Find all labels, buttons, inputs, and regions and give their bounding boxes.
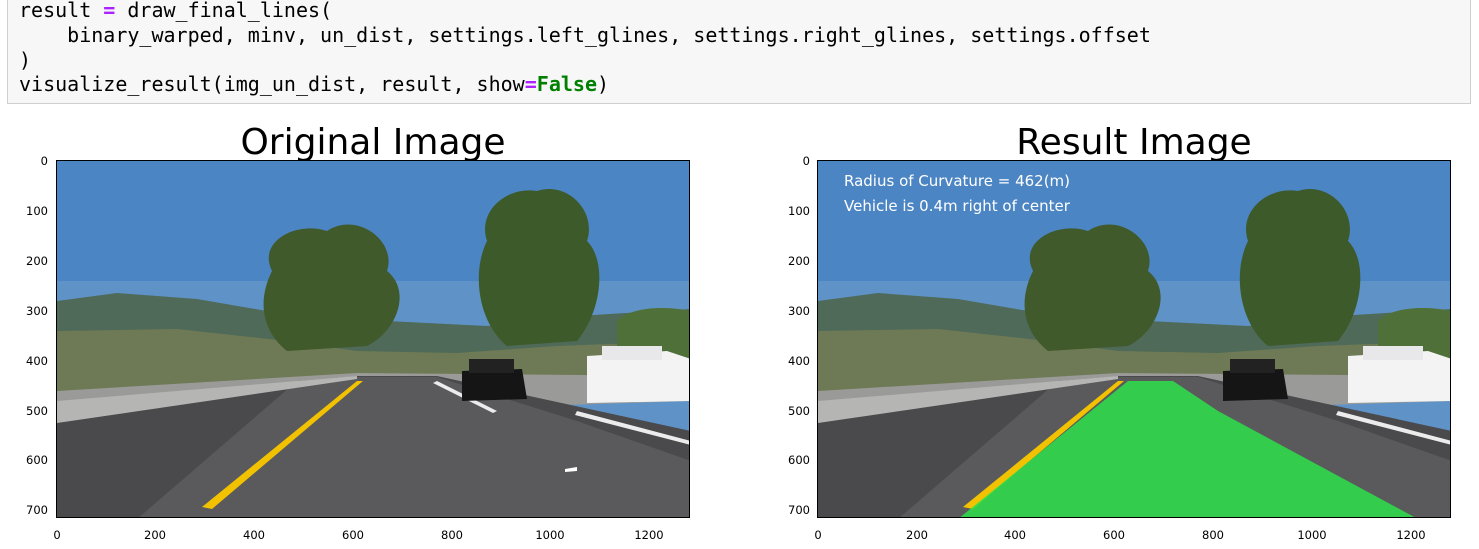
x-tick-label: 1000 [1297,528,1327,542]
result-image-title: Result Image [1016,122,1252,163]
code-line-3: ) [19,47,32,72]
y-tick-label: 200 [26,253,48,268]
code-line-4: visualize_result(img_un_dist, result, sh… [19,72,610,97]
original-image-figure: Original Image 0 100 200 300 400 500 [0,110,700,549]
code-line-2: binary_warped, minv, un_dist, settings.l… [19,22,1151,47]
x-tick-label: 400 [243,528,265,542]
code-cell[interactable]: result = draw_final_lines( binary_warped… [7,0,1471,104]
x-tick-label: 400 [1004,528,1026,542]
y-tick-label: 500 [26,403,48,418]
original-image-title: Original Image [240,122,506,163]
result-image-axes: Radius of Curvature = 462(m) Vehicle is … [817,160,1451,518]
y-tick-label: 600 [788,453,810,468]
y-tick-label: 700 [788,503,810,518]
x-tick-label: 200 [144,528,166,542]
x-tick-label: 200 [906,528,928,542]
result-road-photo [818,161,1450,517]
x-tick-label: 0 [53,528,61,542]
x-tick-label: 1200 [1396,528,1426,542]
code-line-1: result = draw_final_lines( [19,0,333,22]
y-tick-label: 0 [802,154,810,168]
result-image-figure: Result Image Radius of Curvature = 462(m… [762,110,1462,549]
x-tick-label: 0 [814,528,822,542]
y-tick-label: 100 [26,203,48,218]
original-road-photo [57,161,689,517]
y-tick-label: 600 [26,453,48,468]
x-tick-label: 800 [1202,528,1224,542]
original-image-axes [56,160,690,518]
x-tick-label: 600 [1103,528,1125,542]
y-tick-label: 0 [40,154,48,168]
y-tick-label: 300 [26,303,48,318]
x-tick-label: 1000 [535,528,565,542]
x-tick-label: 1200 [634,528,664,542]
y-tick-label: 300 [788,303,810,318]
y-tick-label: 400 [788,353,810,368]
y-tick-label: 200 [788,253,810,268]
y-tick-label: 700 [26,503,48,518]
x-tick-label: 800 [441,528,463,542]
vehicle-offset-text: Vehicle is 0.4m right of center [844,197,1070,215]
code-editor[interactable]: result = draw_final_lines( binary_warped… [19,0,1151,97]
radius-of-curvature-text: Radius of Curvature = 462(m) [844,172,1071,190]
y-tick-label: 500 [788,403,810,418]
x-tick-label: 600 [342,528,364,542]
y-tick-label: 400 [26,353,48,368]
y-tick-label: 100 [788,203,810,218]
